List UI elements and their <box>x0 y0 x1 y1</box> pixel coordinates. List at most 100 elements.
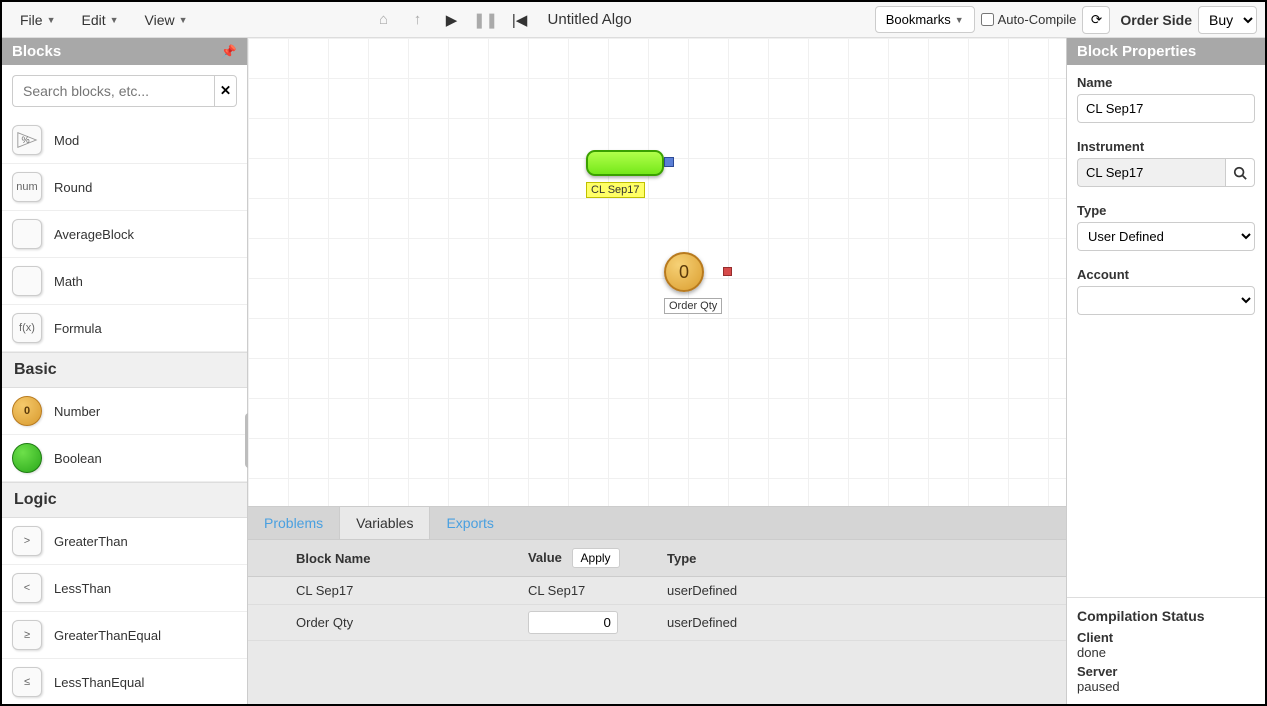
compilation-status-header: Compilation Status <box>1077 608 1255 624</box>
col-type: Type <box>657 540 1066 577</box>
instrument-node-body[interactable] <box>586 150 664 176</box>
block-item-gte[interactable]: ≥ GreaterThanEqual <box>2 612 247 659</box>
block-item-label: Math <box>54 274 83 289</box>
block-item-lte[interactable]: ≤ LessThanEqual <box>2 659 247 704</box>
play-icon[interactable]: ▶ <box>438 6 466 34</box>
blocks-search-input[interactable] <box>12 75 214 107</box>
refresh-button[interactable]: ⟳ <box>1082 6 1110 34</box>
block-item-math[interactable]: Math <box>2 258 247 305</box>
instrument-node-output-port[interactable] <box>664 157 674 167</box>
type-select[interactable]: User Defined <box>1077 222 1255 251</box>
tab-variables[interactable]: Variables <box>339 507 430 539</box>
block-item-mod[interactable]: %Mod <box>2 117 247 164</box>
skip-back-icon[interactable]: |◀ <box>506 6 534 34</box>
block-item-label: GreaterThan <box>54 534 128 549</box>
cell-value <box>518 605 657 641</box>
properties-panel: Block Properties Name Instrument <box>1066 38 1265 704</box>
order-side-label: Order Side <box>1120 12 1192 28</box>
tab-exports[interactable]: Exports <box>430 507 509 539</box>
close-icon: ✕ <box>220 83 231 99</box>
block-item-label: Formula <box>54 321 102 336</box>
block-item-label: AverageBlock <box>54 227 134 242</box>
instrument-node[interactable]: CL Sep17 <box>586 150 664 198</box>
pin-icon[interactable]: 📌 <box>221 44 237 60</box>
up-icon[interactable]: ↑ <box>404 6 432 34</box>
block-icon-mod: % <box>12 125 42 155</box>
refresh-icon: ⟳ <box>1091 12 1102 28</box>
edit-menu[interactable]: Edit ▼ <box>71 6 128 34</box>
block-item-round[interactable]: num Round <box>2 164 247 211</box>
svg-text:%: % <box>22 135 30 145</box>
cell-block-name: Order Qty <box>248 605 518 641</box>
bookmarks-button[interactable]: Bookmarks▼ <box>875 6 975 33</box>
block-icon-gt: > <box>12 526 42 556</box>
auto-compile-toggle[interactable]: Auto-Compile <box>981 12 1077 27</box>
order-side-select[interactable]: Buy <box>1198 6 1257 34</box>
block-icon-gte: ≥ <box>12 620 42 650</box>
cell-type: userDefined <box>657 577 1066 605</box>
block-icon-number: 0 <box>12 396 42 426</box>
block-icon-math <box>12 266 42 296</box>
table-row[interactable]: Order QtyuserDefined <box>248 605 1066 641</box>
algo-canvas[interactable]: CL Sep17 0 Order Qty <box>248 38 1066 506</box>
number-node-output-port[interactable] <box>723 267 732 276</box>
block-item-label: LessThanEqual <box>54 675 144 690</box>
col-value: Value Apply <box>518 540 657 577</box>
block-list: %ModnumRoundAverageBlockMathf(x)FormulaB… <box>2 117 247 704</box>
block-item-formula[interactable]: f(x)Formula <box>2 305 247 352</box>
block-icon-lt: < <box>12 573 42 603</box>
blocks-panel-title: Blocks <box>12 43 61 60</box>
block-item-label: Number <box>54 404 100 419</box>
block-icon-lte: ≤ <box>12 667 42 697</box>
properties-panel-title: Block Properties <box>1077 43 1196 60</box>
bottom-panel: Problems Variables Exports Block Name Va… <box>248 506 1066 704</box>
block-item-label: GreaterThanEqual <box>54 628 161 643</box>
search-icon <box>1233 166 1247 180</box>
bookmarks-label: Bookmarks <box>886 12 951 27</box>
main-toolbar: File▼ Edit▼ View▼ ⌂ ↑ ▶ ❚❚ |◀ Untitled A… <box>2 2 1265 38</box>
cell-value: CL Sep17 <box>518 577 657 605</box>
block-item-number[interactable]: 0 Number <box>2 388 247 435</box>
pause-icon[interactable]: ❚❚ <box>472 6 500 34</box>
value-input[interactable] <box>528 611 618 634</box>
block-icon-boolean <box>12 443 42 473</box>
col-block-name: Block Name <box>248 540 518 577</box>
tab-problems[interactable]: Problems <box>248 507 339 539</box>
table-row[interactable]: CL Sep17CL Sep17userDefined <box>248 577 1066 605</box>
block-item-label: LessThan <box>54 581 111 596</box>
blocks-panel-header: Blocks 📌 <box>2 38 247 65</box>
account-label: Account <box>1077 267 1255 282</box>
category-basic[interactable]: Basic <box>2 352 247 388</box>
number-node-body[interactable]: 0 <box>664 252 704 292</box>
edit-menu-label: Edit <box>81 12 105 28</box>
block-item-label: Round <box>54 180 92 195</box>
instrument-search-button[interactable] <box>1225 158 1255 187</box>
block-item-avg[interactable]: AverageBlock <box>2 211 247 258</box>
server-label: Server <box>1077 664 1255 679</box>
number-node-value: 0 <box>679 262 689 283</box>
view-menu-label: View <box>145 12 175 28</box>
blocks-panel: Blocks 📌 ✕ %Mod num Round AverageBlock Math f… <box>2 38 248 704</box>
file-menu[interactable]: File▼ <box>10 6 65 34</box>
apply-button[interactable]: Apply <box>572 548 620 568</box>
block-item-lt[interactable]: < LessThan <box>2 565 247 612</box>
auto-compile-label: Auto-Compile <box>998 12 1077 27</box>
block-item-label: Boolean <box>54 451 102 466</box>
number-node-label: Order Qty <box>664 298 722 314</box>
instrument-input[interactable] <box>1077 158 1225 187</box>
block-item-boolean[interactable]: Boolean <box>2 435 247 482</box>
account-select[interactable] <box>1077 286 1255 315</box>
caret-down-icon: ▼ <box>47 15 56 25</box>
category-logic[interactable]: Logic <box>2 482 247 518</box>
search-clear-button[interactable]: ✕ <box>214 75 237 107</box>
number-node[interactable]: 0 Order Qty <box>664 252 722 314</box>
auto-compile-checkbox[interactable] <box>981 13 994 26</box>
view-menu[interactable]: View▼ <box>135 6 198 34</box>
caret-down-icon: ▼ <box>110 15 119 25</box>
type-label: Type <box>1077 203 1255 218</box>
properties-panel-header: Block Properties <box>1067 38 1265 65</box>
home-icon[interactable]: ⌂ <box>370 6 398 34</box>
block-icon-round: num <box>12 172 42 202</box>
name-input[interactable] <box>1077 94 1255 123</box>
block-item-gt[interactable]: > GreaterThan <box>2 518 247 565</box>
